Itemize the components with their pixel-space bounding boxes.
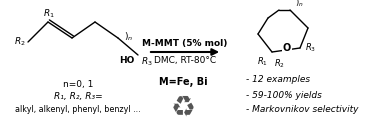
Text: n=0, 1: n=0, 1 — [63, 80, 93, 89]
Text: ♻: ♻ — [170, 94, 195, 122]
Text: DMC, RT-80°C: DMC, RT-80°C — [154, 56, 216, 65]
Text: M-MMT (5% mol): M-MMT (5% mol) — [142, 39, 228, 48]
Text: $R_2$: $R_2$ — [274, 58, 285, 70]
Text: - 59-100% yields: - 59-100% yields — [246, 90, 322, 99]
Text: R₁, R₂, R₃=: R₁, R₂, R₃= — [54, 93, 102, 102]
Text: $R_1$: $R_1$ — [43, 8, 55, 20]
Text: $R_1$: $R_1$ — [257, 55, 268, 67]
Text: O: O — [283, 43, 291, 53]
Text: $R_3$: $R_3$ — [141, 56, 153, 69]
Text: - Markovnikov selectivity: - Markovnikov selectivity — [246, 106, 358, 115]
Text: $R_2$: $R_2$ — [14, 36, 26, 48]
Text: - 12 examples: - 12 examples — [246, 76, 310, 85]
Text: $R_3$: $R_3$ — [305, 42, 316, 54]
Text: HO: HO — [119, 56, 134, 65]
Text: )$_n$: )$_n$ — [124, 31, 133, 43]
Text: M=Fe, Bi: M=Fe, Bi — [159, 77, 207, 87]
Text: alkyl, alkenyl, phenyl, benzyl ...: alkyl, alkenyl, phenyl, benzyl ... — [15, 106, 141, 115]
Text: )$_n$: )$_n$ — [295, 0, 304, 9]
